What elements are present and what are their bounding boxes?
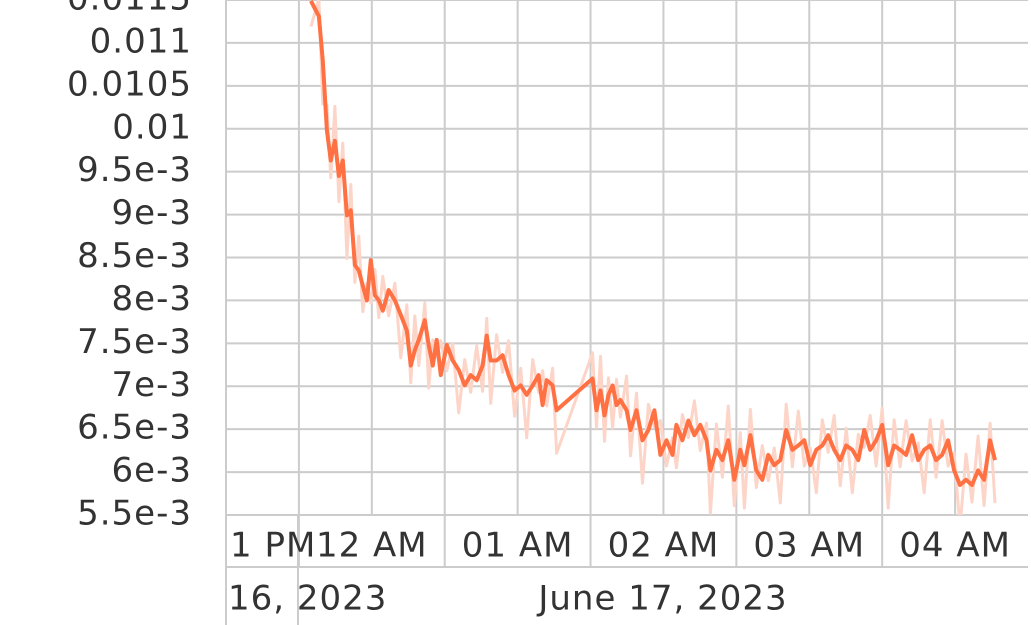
y-tick-label: 9.5e-3 xyxy=(77,150,192,190)
grid xyxy=(225,0,1028,567)
x-tick-label: 12 AM xyxy=(316,526,428,566)
date-label: 16, 2023 xyxy=(228,579,387,619)
plot-area xyxy=(309,0,997,515)
data-line xyxy=(309,0,997,487)
y-tick-label: 6.5e-3 xyxy=(77,408,192,448)
x-tick-label: 1 PM xyxy=(230,526,316,566)
date-label: June 17, 2023 xyxy=(536,579,787,619)
y-tick-label: 0.0115 xyxy=(67,0,192,19)
y-tick-label: 7e-3 xyxy=(112,365,192,405)
x-tick-label: 04 AM xyxy=(899,526,1011,566)
y-tick-label: 0.01 xyxy=(112,107,192,147)
y-tick-label: 0.011 xyxy=(90,21,192,61)
y-tick-label: 9e-3 xyxy=(112,193,192,233)
data-line xyxy=(309,0,997,515)
x-tick-label: 01 AM xyxy=(462,526,574,566)
y-tick-label: 7.5e-3 xyxy=(77,322,192,362)
y-tick-label: 0.0105 xyxy=(67,64,192,104)
y-tick-label: 8e-3 xyxy=(112,279,192,319)
y-tick-label: 5.5e-3 xyxy=(77,494,192,534)
x-tick-label: 03 AM xyxy=(753,526,865,566)
y-tick-label: 6e-3 xyxy=(112,451,192,491)
x-tick-label: 02 AM xyxy=(608,526,720,566)
y-tick-label: 8.5e-3 xyxy=(77,236,192,276)
